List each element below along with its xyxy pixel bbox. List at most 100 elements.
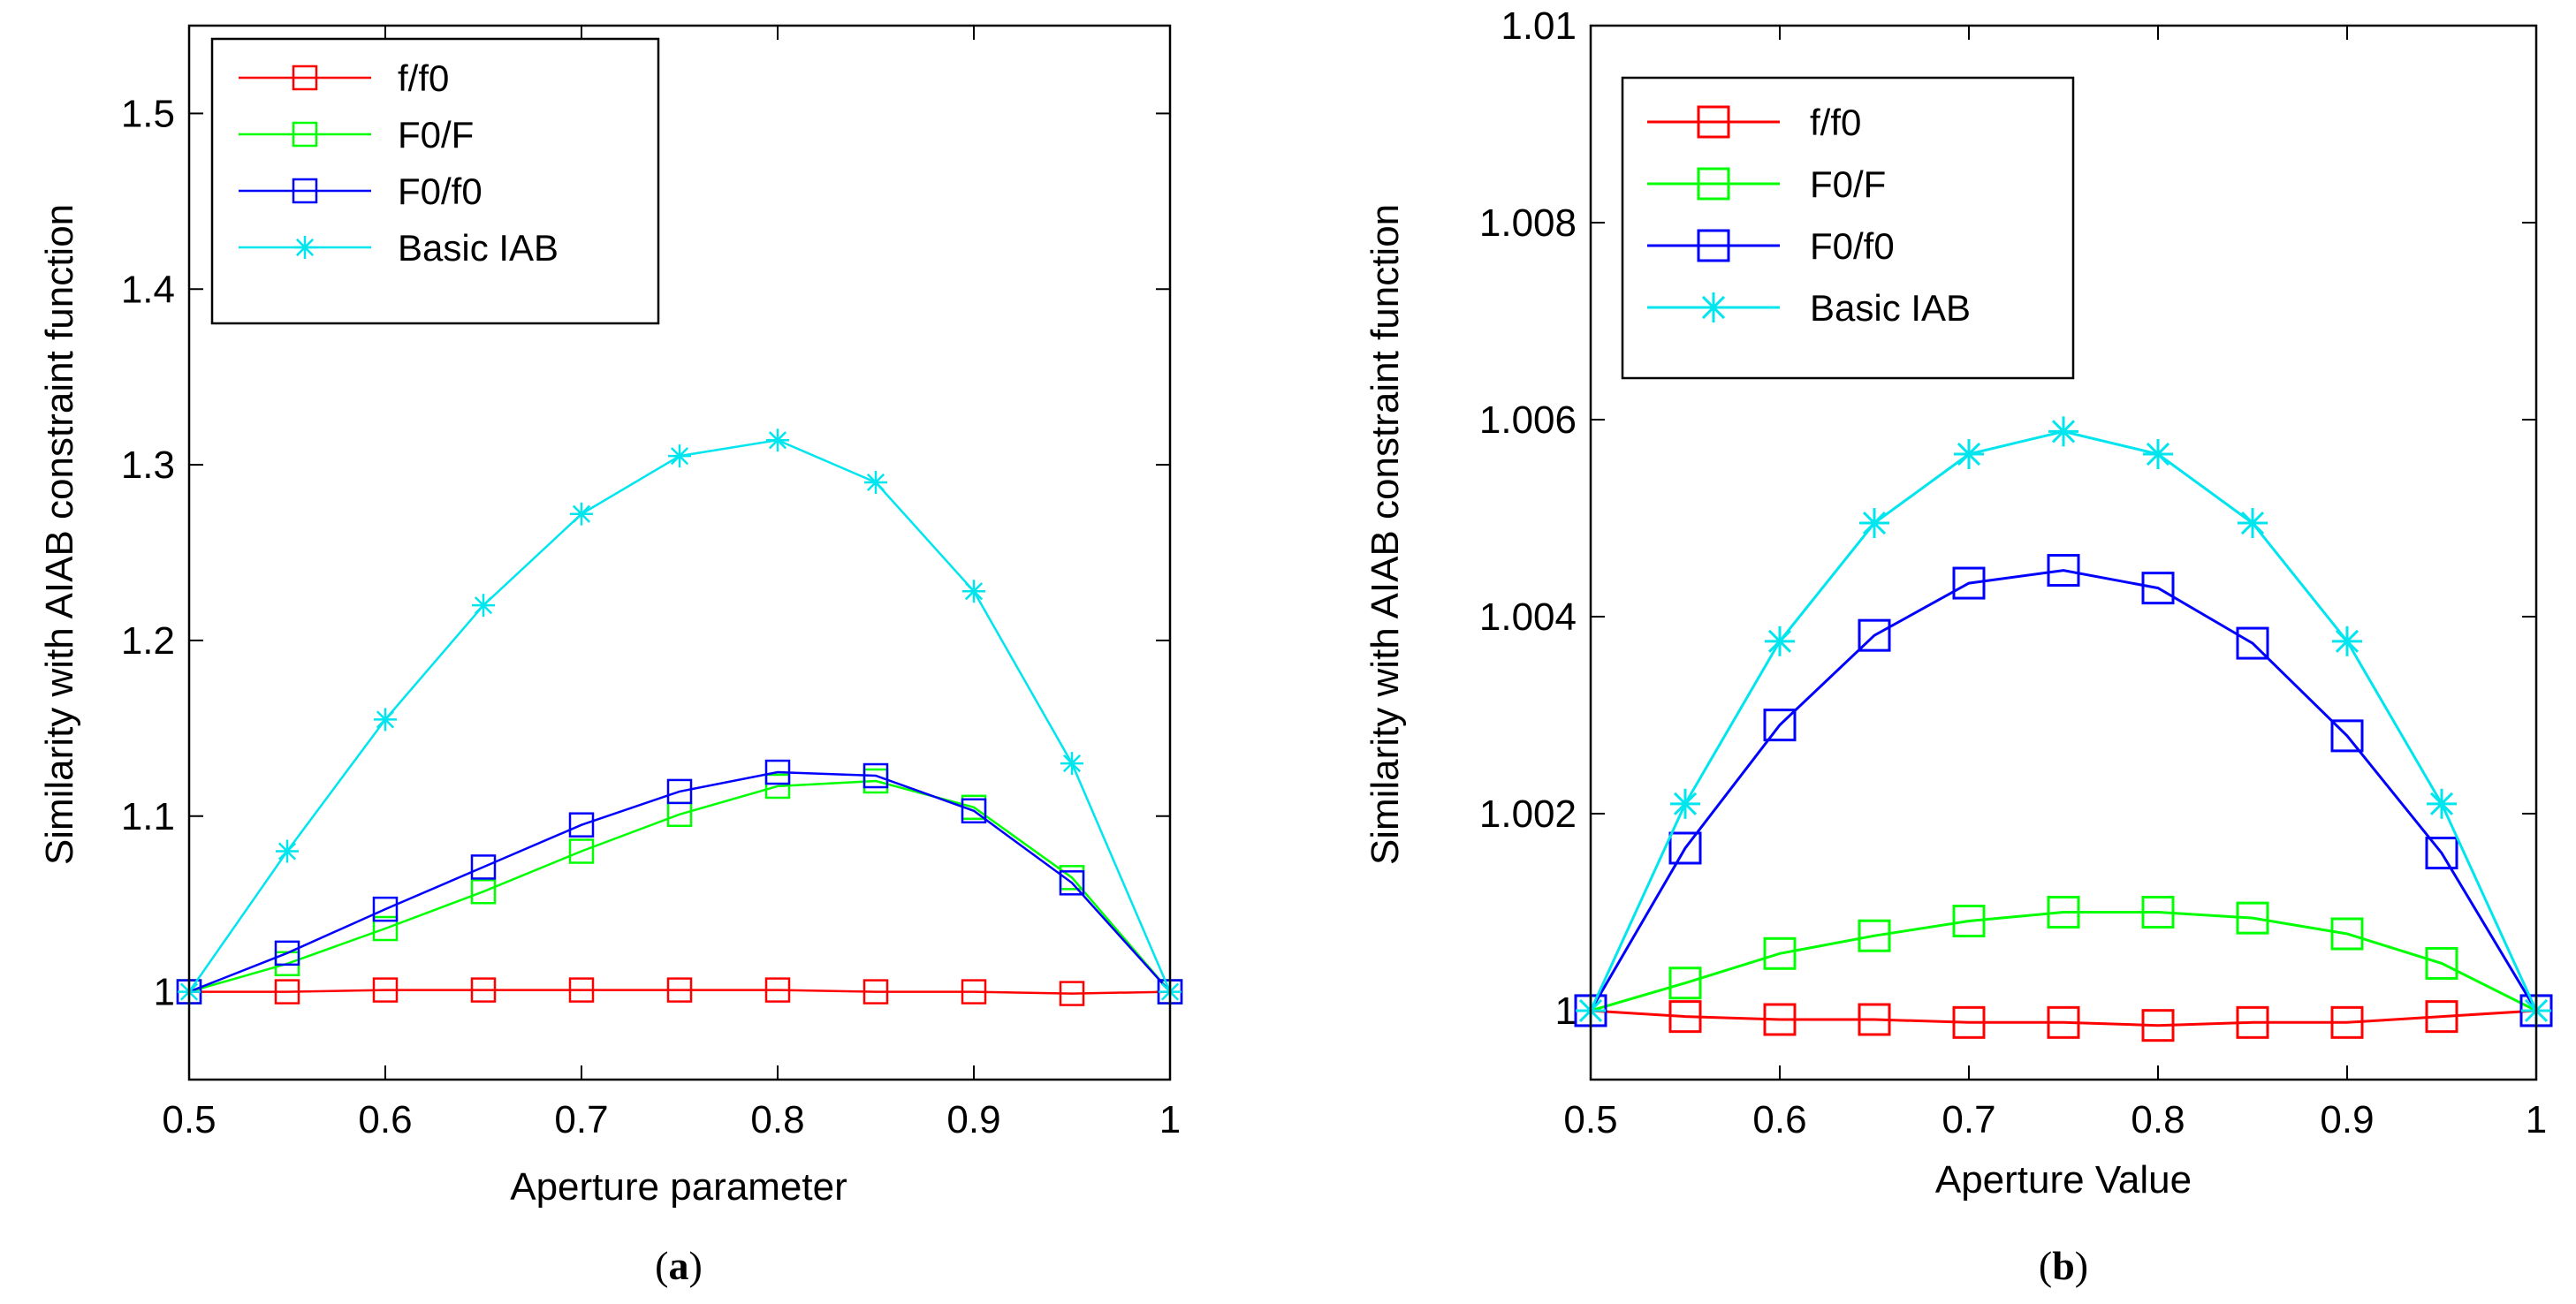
y-tick-label: 1.008	[1479, 201, 1577, 245]
data-point	[274, 940, 300, 967]
legend-label: F0/f0	[398, 171, 483, 212]
data-point	[764, 759, 791, 785]
caption-open-paren: (	[2039, 1243, 2052, 1288]
panel-caption: (b)	[2039, 1243, 2088, 1288]
data-point	[292, 178, 318, 204]
data-point	[668, 444, 691, 468]
data-point	[2236, 626, 2269, 660]
x-axis-label: Aperture Value	[1935, 1158, 2192, 1202]
legend-entry: Basic IAB	[1647, 287, 1971, 329]
plot-layer	[176, 428, 1183, 1006]
series-line	[189, 989, 1171, 995]
caption-letter: b	[2052, 1243, 2075, 1288]
data-point	[2236, 1005, 2269, 1039]
data-point	[2141, 1009, 2175, 1042]
x-tick-label: 0.6	[358, 1098, 412, 1141]
series-f0-f0	[1574, 554, 2553, 1027]
legend-label: F0/f0	[1810, 225, 1895, 267]
panel-b: Similarity with AIAB constraint function…	[1364, 4, 2553, 1288]
data-point	[274, 979, 300, 1005]
data-point	[374, 708, 397, 732]
series-line	[1590, 1009, 2537, 1027]
data-point	[2427, 788, 2457, 819]
data-point	[864, 470, 887, 494]
legend-entry: F0/F	[1647, 163, 1886, 205]
legend-label: F0/F	[1810, 163, 1886, 205]
data-point	[372, 915, 399, 942]
y-tick-label: 1	[154, 971, 175, 1014]
data-point	[2330, 917, 2364, 951]
x-tick-label: 0.5	[162, 1098, 216, 1141]
data-point	[293, 236, 316, 259]
x-axis-label: Aperture parameter	[510, 1165, 847, 1209]
data-point	[1059, 870, 1085, 896]
series-line	[1589, 569, 2538, 1012]
x-tick-label: 0.7	[554, 1098, 608, 1141]
data-point	[2047, 554, 2080, 588]
plot-layer	[1574, 416, 2553, 1042]
x-tick-label: 0.9	[946, 1098, 1000, 1141]
y-tick-label: 1.5	[121, 92, 175, 135]
x-tick-label: 1	[2526, 1098, 2547, 1141]
caption-close-paren: )	[2075, 1243, 2088, 1288]
data-point	[2425, 946, 2458, 980]
data-point	[1763, 936, 1797, 970]
data-point	[1668, 1000, 1702, 1034]
data-point	[2141, 572, 2175, 605]
data-point	[470, 854, 497, 880]
data-point	[666, 977, 693, 1003]
data-point	[2330, 719, 2364, 753]
data-point	[2047, 1005, 2080, 1039]
data-point	[1668, 831, 1702, 865]
data-point	[1763, 1003, 1797, 1036]
caption-letter: a	[669, 1243, 689, 1288]
data-point	[568, 977, 595, 1003]
data-point	[372, 896, 399, 922]
legend: f/f0 F0/F F0/f0 Basic IAB	[1621, 76, 2075, 380]
y-tick-label: 1.4	[121, 268, 175, 311]
data-point	[962, 580, 985, 603]
y-tick-label: 1.002	[1479, 792, 1577, 836]
legend-label: F0/F	[398, 114, 474, 155]
data-point	[1858, 618, 1891, 652]
legend-entry: Basic IAB	[239, 227, 559, 269]
data-point	[2238, 508, 2268, 539]
data-point	[1858, 1003, 1891, 1036]
data-point	[1765, 625, 1795, 656]
y-tick-label: 1.2	[121, 619, 175, 663]
legend-label: Basic IAB	[398, 227, 559, 269]
data-point	[1954, 439, 1984, 470]
data-point	[1952, 566, 1986, 600]
data-point	[764, 773, 791, 800]
legend-label: Basic IAB	[1810, 287, 1971, 329]
data-point	[470, 977, 497, 1003]
data-point	[764, 977, 791, 1003]
data-point	[1952, 1005, 1986, 1039]
data-point	[1859, 508, 1889, 539]
x-tick-label: 0.5	[1563, 1098, 1617, 1141]
data-point	[862, 762, 889, 789]
series-f0-f	[1574, 895, 2553, 1027]
series-line	[188, 779, 1171, 993]
series-basic-iab	[1576, 416, 2551, 1026]
legend: f/f0 F0/F F0/f0 Basic IAB	[210, 37, 660, 325]
x-tick-label: 0.8	[2131, 1098, 2185, 1141]
data-point	[2425, 1000, 2458, 1034]
y-tick-label: 1.004	[1479, 595, 1577, 639]
series-f0-f0	[176, 759, 1183, 1005]
y-tick-label: 1.01	[1501, 4, 1577, 48]
data-point	[292, 121, 318, 148]
series-line	[188, 770, 1171, 993]
data-point	[1060, 752, 1083, 776]
y-axis-label: Similarity with AIAB constraint function	[38, 204, 81, 865]
data-point	[2332, 625, 2362, 656]
data-point	[1670, 788, 1700, 819]
x-tick-label: 0.6	[1752, 1098, 1806, 1141]
data-point	[568, 812, 595, 838]
tick-layer: 0.5 0.6 0.7 0.8 0.9 1 1 1.1 1.2 1.3 1.4 1.5	[121, 26, 1181, 1141]
data-point	[666, 778, 693, 805]
y-tick-label: 1	[1555, 989, 1577, 1033]
data-point	[1697, 105, 1730, 139]
data-point	[2236, 901, 2269, 935]
